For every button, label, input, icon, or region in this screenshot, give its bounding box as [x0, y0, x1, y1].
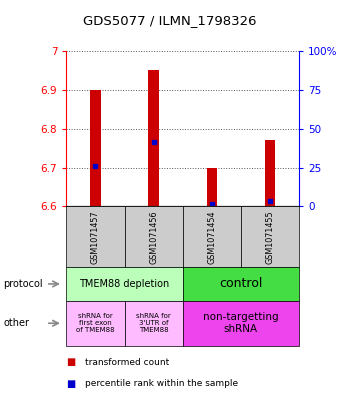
Text: protocol: protocol: [3, 279, 43, 289]
Text: percentile rank within the sample: percentile rank within the sample: [85, 379, 238, 388]
Text: TMEM88 depletion: TMEM88 depletion: [80, 279, 170, 289]
Bar: [207, 167, 217, 206]
Text: GSM1071454: GSM1071454: [207, 210, 216, 264]
Text: GSM1071455: GSM1071455: [266, 210, 275, 264]
Bar: [90, 90, 101, 206]
Text: control: control: [219, 277, 263, 290]
Text: non-targetting
shRNA: non-targetting shRNA: [203, 312, 279, 334]
Bar: [148, 70, 159, 206]
Text: GSM1071457: GSM1071457: [91, 210, 100, 264]
Text: GSM1071456: GSM1071456: [149, 210, 158, 264]
Text: shRNA for
first exon
of TMEM88: shRNA for first exon of TMEM88: [76, 313, 115, 333]
Text: transformed count: transformed count: [85, 358, 169, 367]
Text: ■: ■: [66, 357, 75, 367]
Text: ■: ■: [66, 378, 75, 389]
Bar: [265, 140, 275, 206]
Text: GDS5077 / ILMN_1798326: GDS5077 / ILMN_1798326: [83, 14, 257, 27]
Text: shRNA for
3'UTR of
TMEM88: shRNA for 3'UTR of TMEM88: [136, 313, 171, 333]
Text: other: other: [3, 318, 29, 328]
